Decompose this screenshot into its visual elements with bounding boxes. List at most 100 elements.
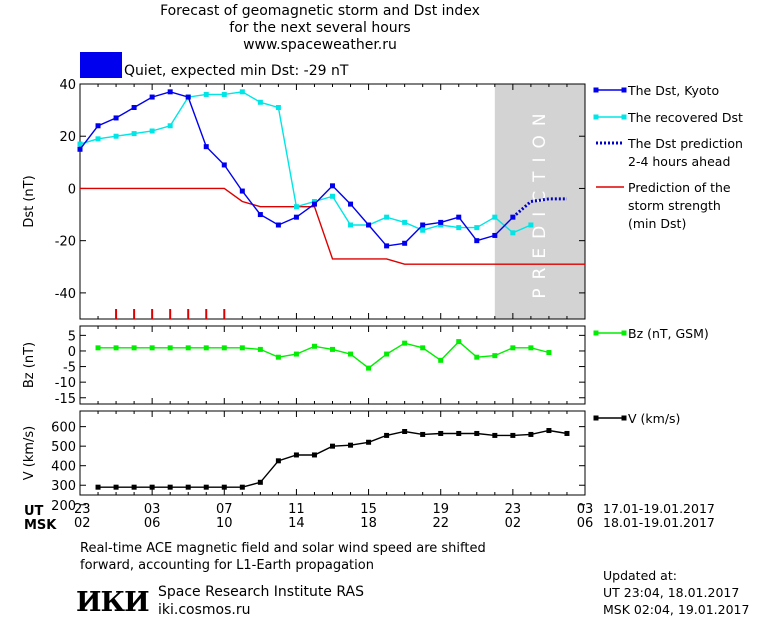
ut-tick-label: 03: [577, 502, 594, 517]
ut-date-range: 17.01-19.01.2017: [603, 501, 715, 516]
ut-tick-label: 11: [288, 502, 305, 517]
series-point: [384, 432, 390, 438]
series-point: [348, 222, 354, 228]
ut-tick-label: 23: [505, 502, 522, 517]
series-point: [149, 94, 155, 100]
series-line: [79, 91, 514, 247]
ut-tick-label: 23: [74, 502, 91, 517]
ut-tick-label: 15: [360, 502, 377, 517]
y-tick-label: 5: [68, 329, 76, 344]
y-axis-label: Dst (nT): [22, 175, 37, 227]
series-point: [456, 430, 462, 436]
msk-tick-label: 06: [577, 516, 594, 531]
series-point: [95, 345, 101, 351]
series-point: [438, 357, 444, 363]
series-point: [438, 219, 444, 225]
series-point: [474, 430, 480, 436]
legend-label: V (km/s): [628, 411, 680, 426]
y-axis-label: Bz (nT): [22, 342, 37, 388]
legend-marker: [621, 87, 627, 93]
series-point: [185, 345, 191, 351]
legend-label: storm strength: [628, 198, 721, 213]
series-point: [510, 432, 516, 438]
series-point: [221, 91, 227, 97]
series-point: [311, 452, 317, 458]
legend-label: The recovered Dst: [627, 110, 743, 125]
series-point: [221, 345, 227, 351]
legend-label: Prediction of the: [628, 180, 731, 195]
legend-label: Bz (nT, GSM): [628, 326, 709, 341]
series-point: [221, 162, 227, 168]
series-point: [420, 227, 426, 233]
y-axis-label: V (km/s): [22, 426, 37, 481]
series-point: [239, 484, 245, 490]
series-point: [348, 201, 354, 207]
series-line: [79, 91, 532, 234]
series-point: [113, 484, 119, 490]
msk-axis-label: MSK: [24, 518, 57, 533]
y-tick-label: -5: [63, 361, 76, 376]
legend-marker: [593, 114, 599, 120]
series-point: [528, 345, 534, 351]
updated-msk: MSK 02:04, 19.01.2017: [603, 602, 750, 617]
series-point: [564, 430, 570, 436]
legend-marker: [621, 330, 627, 336]
footnote-line2: forward, accounting for L1-Earth propaga…: [80, 558, 374, 573]
msk-date-range: 18.01-19.01.2017: [603, 515, 715, 530]
series-point: [257, 346, 263, 352]
y-tick-label: 20: [59, 130, 76, 145]
chart-title-line2: for the next several hours: [229, 20, 411, 36]
series-point: [330, 183, 335, 189]
series-point: [167, 484, 173, 490]
msk-tick-label: 02: [74, 516, 91, 531]
series-point: [420, 222, 426, 228]
series-point: [311, 343, 317, 349]
series-point: [167, 89, 173, 95]
chart-title-line1: Forecast of geomagnetic storm and Dst in…: [160, 3, 480, 19]
series-point: [293, 214, 299, 220]
series-point: [474, 225, 480, 231]
series-point: [311, 201, 317, 207]
legend-label: The Dst, Kyoto: [627, 83, 719, 98]
series-point: [95, 136, 101, 142]
legend-marker: [621, 114, 627, 120]
series-point: [456, 339, 462, 345]
series-point: [113, 115, 119, 121]
series-point: [384, 243, 390, 249]
msk-tick-label: 18: [360, 516, 377, 531]
y-tick-label: -20: [55, 235, 76, 250]
series-point: [528, 431, 534, 437]
y-tick-label: 500: [51, 440, 76, 455]
series-point: [311, 199, 317, 204]
series-line: [98, 429, 568, 488]
series-point: [239, 188, 245, 194]
series-line: [511, 197, 567, 219]
series-point: [492, 432, 498, 438]
series-point: [456, 225, 462, 231]
series-point: [203, 345, 209, 351]
y-tick-label: 400: [51, 460, 76, 475]
series-point: [275, 105, 281, 110]
series-point: [113, 345, 119, 351]
series-point: [113, 133, 119, 139]
msk-tick-label: 10: [216, 516, 233, 531]
ut-axis-label: UT: [24, 504, 44, 519]
series-point: [510, 345, 516, 351]
series-point: [185, 484, 191, 490]
series-point: [420, 345, 426, 351]
series-point: [402, 219, 408, 225]
series-point: [239, 345, 245, 351]
series-point: [402, 240, 408, 246]
ut-tick-label: 03: [144, 502, 161, 517]
series-point: [221, 484, 227, 490]
legend-marker: [593, 330, 599, 336]
series-point: [131, 105, 137, 110]
legend-label: 2-4 hours ahead: [628, 154, 730, 169]
series-point: [257, 212, 263, 218]
series-point: [257, 99, 263, 105]
series-point: [366, 439, 372, 445]
series-point: [402, 429, 408, 435]
msk-tick-label: 02: [505, 516, 522, 531]
y-tick-label: -15: [55, 392, 76, 407]
series-point: [293, 452, 299, 458]
